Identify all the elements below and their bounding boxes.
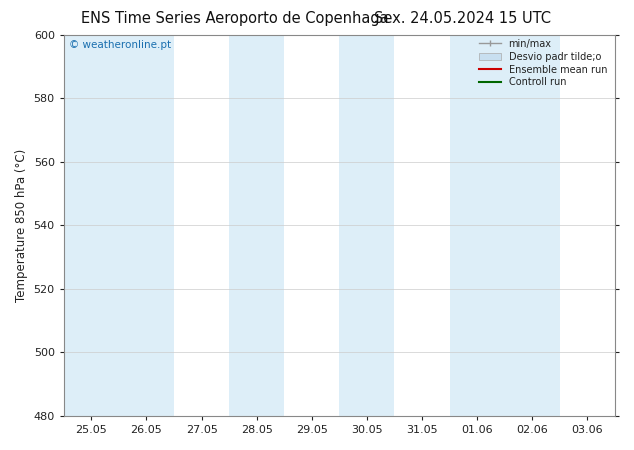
- Text: ENS Time Series Aeroporto de Copenhaga: ENS Time Series Aeroporto de Copenhaga: [81, 11, 389, 26]
- Bar: [450, 35, 505, 416]
- Legend: min/max, Desvio padr tilde;o, Ensemble mean run, Controll run: min/max, Desvio padr tilde;o, Ensemble m…: [477, 36, 610, 90]
- Text: © weatheronline.pt: © weatheronline.pt: [69, 40, 171, 50]
- Bar: [229, 35, 284, 416]
- Text: Sex. 24.05.2024 15 UTC: Sex. 24.05.2024 15 UTC: [374, 11, 552, 26]
- Bar: [64, 35, 119, 416]
- Bar: [505, 35, 560, 416]
- Y-axis label: Temperature 850 hPa (°C): Temperature 850 hPa (°C): [15, 149, 28, 302]
- Bar: [339, 35, 394, 416]
- Bar: [119, 35, 174, 416]
